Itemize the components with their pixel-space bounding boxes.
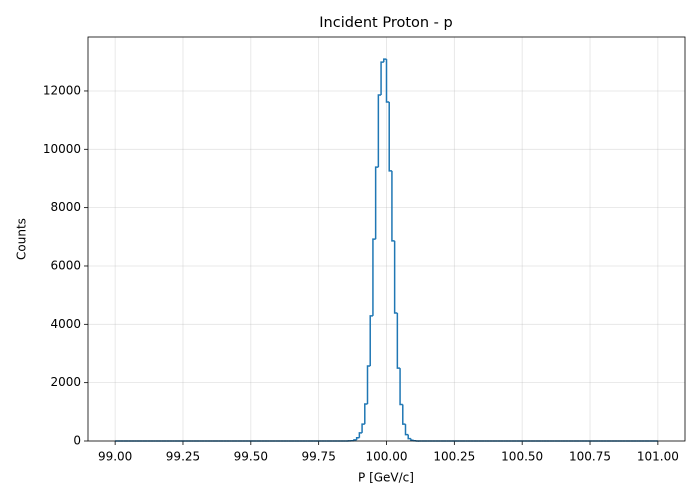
y-tick-label: 4000: [50, 317, 81, 331]
histogram-step: [358, 432, 363, 438]
x-tick-label: 99.50: [234, 450, 268, 464]
histogram-step: [377, 94, 382, 168]
histogram-step: [383, 58, 387, 63]
histogram-step: [407, 434, 411, 440]
x-tick-label: 100.00: [366, 450, 408, 464]
x-tick-label: 99.25: [166, 450, 200, 464]
x-tick-label: 100.25: [433, 450, 475, 464]
y-tick-label: 12000: [43, 83, 81, 97]
chart-title: Incident Proton - p: [319, 15, 452, 31]
histogram-step: [366, 365, 371, 404]
x-tick-label: 100.50: [501, 450, 543, 464]
x-tick-label: 101.00: [637, 450, 679, 464]
histogram-step: [364, 403, 368, 425]
histogram-step: [353, 439, 357, 441]
histogram-step: [393, 240, 398, 314]
histogram-step: [391, 170, 395, 242]
histogram-step: [374, 166, 379, 240]
histogram-step: [388, 102, 392, 172]
histogram-step: [369, 315, 373, 367]
histogram-step: [399, 368, 403, 406]
histogram-step: [396, 312, 401, 369]
x-tick-label: 99.00: [98, 450, 132, 464]
x-axis-label: P [GeV/c]: [358, 471, 414, 485]
x-tick-label: 100.75: [569, 450, 611, 464]
histogram-step: [402, 404, 406, 425]
x-tick-label: 99.75: [301, 450, 335, 464]
histogram-step: [385, 59, 390, 103]
histogram-step: [380, 61, 384, 96]
y-tick-label: 8000: [50, 200, 81, 214]
histogram-step: [410, 438, 414, 442]
plot-frame: [87, 36, 686, 442]
histogram-step: [404, 424, 409, 436]
y-tick-label: 6000: [50, 258, 81, 272]
y-tick-label: 10000: [43, 142, 81, 156]
y-tick-label: 2000: [50, 375, 81, 389]
histogram-step: [361, 423, 365, 433]
y-axis-label: Counts: [15, 218, 29, 260]
histogram-step: [372, 238, 376, 316]
histogram-step: [355, 437, 360, 440]
y-tick-label: 0: [73, 434, 81, 448]
